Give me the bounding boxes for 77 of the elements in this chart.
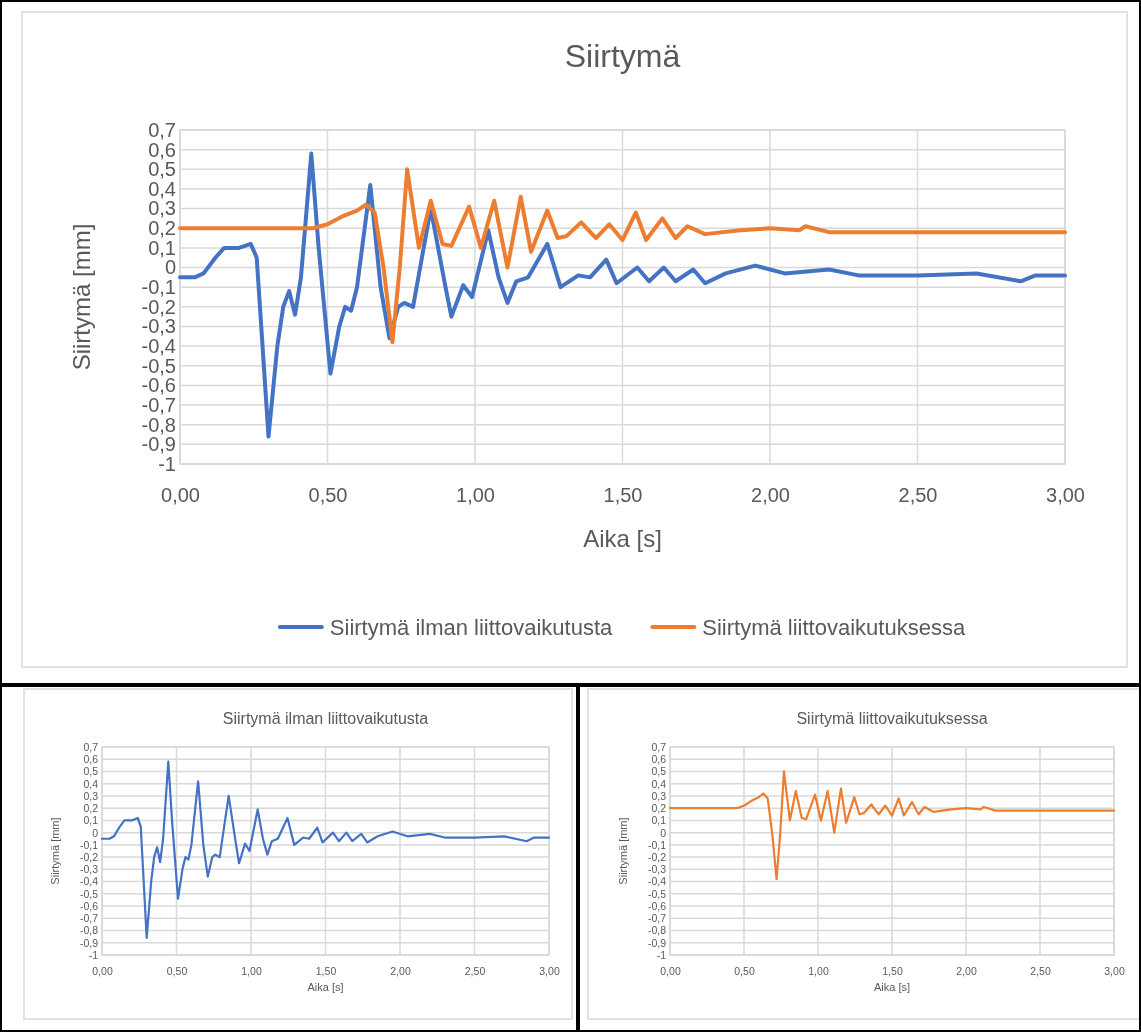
- x-tick-label: 2,00: [390, 965, 411, 978]
- x-axis-title: Aika [s]: [583, 525, 662, 552]
- x-tick-label: 2,50: [1030, 965, 1051, 978]
- y-tick-label: -0,8: [79, 924, 99, 937]
- y-tick-label: 0,7: [148, 118, 176, 141]
- y-tick-label: -0,4: [79, 875, 99, 888]
- line-series: [100, 760, 551, 939]
- y-tick-label: -0,7: [79, 912, 99, 925]
- x-tick-label: 2,50: [898, 484, 938, 507]
- y-tick-label: -0,6: [79, 899, 99, 912]
- x-tick-label: 1,50: [603, 484, 643, 507]
- line-series: [668, 770, 1116, 881]
- y-tick-label: -0,5: [79, 887, 99, 900]
- y-tick-label: -0,3: [647, 863, 667, 876]
- y-tick-label: -0,9: [647, 936, 667, 949]
- y-axis-title: Siirtymä [mm]: [68, 223, 95, 371]
- y-tick-label: 0,6: [651, 753, 667, 766]
- y-tick-label: -0,1: [79, 838, 99, 851]
- x-tick-label: 1,00: [241, 965, 262, 978]
- x-tick-label: 3,00: [539, 965, 560, 978]
- y-tick-label: 0,4: [651, 777, 667, 790]
- y-tick-label: 0: [164, 256, 176, 279]
- y-tick-label: 0,4: [83, 777, 99, 790]
- x-tick-label: 1,50: [882, 965, 903, 978]
- x-tick-label: 2,50: [464, 965, 486, 978]
- x-tick-label: 2,00: [751, 484, 790, 507]
- line-series: [178, 167, 1067, 345]
- chart-title: Siirtymä: [564, 38, 681, 74]
- y-tick-label: -1: [88, 948, 99, 961]
- y-tick-label: -0,4: [141, 335, 176, 358]
- y-axis-title: Siirtymä [mm]: [617, 817, 629, 885]
- y-tick-label: -0,2: [647, 850, 667, 863]
- y-tick-label: -0,1: [647, 838, 667, 851]
- y-tick-label: 0,2: [83, 802, 99, 815]
- chart-title: Siirtymä liittovaikutuksessa: [796, 710, 988, 727]
- y-tick-label: -0,7: [647, 912, 667, 925]
- x-tick-label: 0,50: [166, 965, 188, 978]
- y-tick-label: -0,4: [647, 875, 667, 888]
- y-tick-label: 0,6: [83, 753, 99, 766]
- y-tick-label: 0,1: [83, 814, 99, 827]
- x-tick-label: 3,00: [1046, 484, 1085, 507]
- x-tick-label: 3,00: [1104, 965, 1125, 978]
- x-axis-title: Aika [s]: [873, 981, 911, 993]
- y-tick-label: -0,6: [647, 899, 667, 912]
- x-tick-label: 0,50: [734, 965, 755, 978]
- x-tick-label: 0,50: [308, 484, 348, 507]
- x-tick-label: 1,00: [808, 965, 829, 978]
- x-axis-title: Aika [s]: [307, 981, 344, 993]
- x-tick-label: 0,00: [660, 965, 681, 978]
- y-tick-label: -0,5: [647, 887, 667, 900]
- y-tick-label: 0,7: [83, 740, 99, 753]
- y-tick-label: 0,2: [148, 217, 176, 240]
- y-tick-label: 0,7: [651, 740, 667, 753]
- y-tick-label: -0,3: [79, 863, 99, 876]
- x-tick-label: 2,00: [956, 965, 977, 978]
- x-tick-label: 1,50: [315, 965, 337, 978]
- y-tick-label: 0,3: [83, 789, 99, 802]
- y-tick-label: -0,2: [79, 850, 99, 863]
- y-tick-label: -0,9: [79, 936, 99, 949]
- x-tick-label: 1,00: [456, 484, 495, 507]
- line-series: [178, 151, 1067, 439]
- y-axis-title: Siirtymä [mm]: [49, 817, 61, 885]
- chart-title: Siirtymä ilman liittovaikutusta: [222, 710, 429, 727]
- y-tick-label: 0,5: [651, 765, 667, 778]
- legend-label: Siirtymä ilman liittovaikutusta: [329, 615, 614, 640]
- y-tick-label: -1: [656, 948, 667, 961]
- y-tick-label: 0,1: [651, 814, 667, 827]
- x-tick-label: 0,00: [92, 965, 113, 978]
- y-tick-label: 0: [92, 826, 99, 839]
- y-tick-label: 0,5: [83, 765, 99, 778]
- y-tick-label: -0,8: [647, 924, 667, 937]
- y-tick-label: 0,2: [651, 802, 667, 815]
- x-tick-label: 0,00: [161, 484, 200, 507]
- y-tick-label: 0: [660, 826, 667, 839]
- y-tick-label: -0,1: [141, 276, 176, 299]
- legend-label: Siirtymä liittovaikutuksessa: [702, 615, 966, 640]
- y-tick-label: 0,3: [651, 789, 667, 802]
